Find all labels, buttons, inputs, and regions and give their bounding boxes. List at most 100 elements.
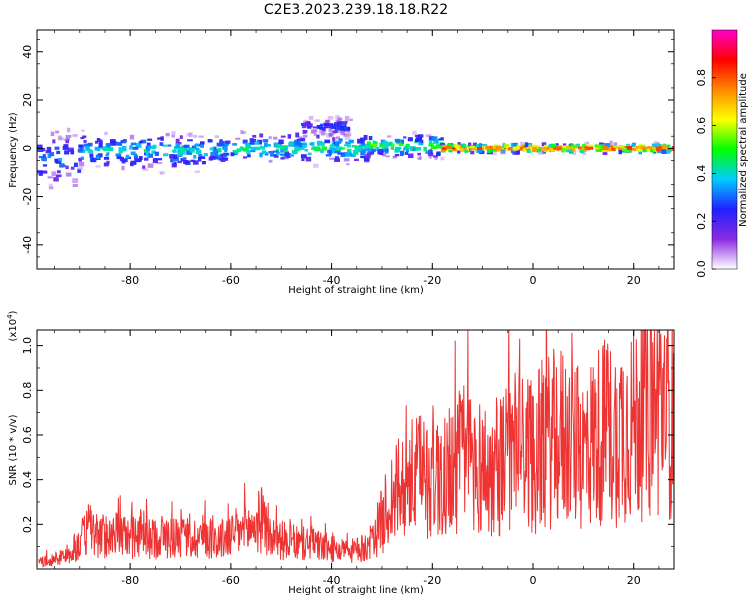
heatmap-cell (152, 144, 157, 149)
heatmap-cell (408, 153, 414, 159)
heatmap-cell (584, 146, 591, 150)
heatmap-cell (513, 148, 519, 151)
snr-panel: -80 -60 -40 -20 0 20 0.2 0.4 0.6 0.8 1.0 Height of… (6, 310, 675, 596)
heatmap-cell (156, 158, 162, 161)
x-tick-label: -40 (323, 574, 341, 587)
heatmap-cell (442, 145, 446, 149)
heatmap-cell (96, 138, 101, 143)
heatmap-cell (284, 156, 289, 160)
heatmap-cell (42, 154, 46, 159)
heatmap-cell (661, 149, 667, 154)
heatmap-cell (147, 138, 153, 141)
heatmap-cell (55, 174, 62, 178)
heatmap-cell (582, 152, 587, 156)
heatmap-cell (346, 144, 352, 148)
heatmap-cell (310, 130, 316, 134)
heatmap-cell (602, 146, 608, 150)
heatmap-cell (375, 147, 380, 151)
heatmap-cell (395, 147, 401, 153)
spectrogram-ticks: -80 -60 -40 -20 0 20 -40 -20 0 20 40 (21, 30, 674, 287)
heatmap-cell (365, 153, 371, 159)
colorbar-tick-label: 0.2 (695, 212, 708, 230)
heatmap-cell (77, 167, 83, 170)
heatmap-cell (279, 146, 286, 150)
heatmap-cell (551, 143, 556, 148)
heatmap-cell (134, 159, 139, 163)
heatmap-cell (80, 156, 84, 160)
heatmap-cell (351, 153, 356, 157)
heatmap-cell (96, 155, 100, 160)
heatmap-cell (346, 127, 351, 130)
heatmap-cell (203, 153, 208, 157)
heatmap-cell (154, 151, 159, 156)
heatmap-cell (371, 143, 375, 147)
heatmap-cell (99, 141, 103, 146)
heatmap-cell (244, 142, 249, 146)
heatmap-cell (246, 150, 251, 155)
heatmap-cell (147, 153, 154, 158)
heatmap-cell (642, 149, 646, 153)
heatmap-cell (344, 135, 351, 140)
heatmap-cell (47, 153, 52, 159)
heatmap-cell (72, 134, 78, 137)
heatmap-cell (416, 137, 422, 142)
heatmap-cell (103, 162, 109, 167)
heatmap-cell (38, 155, 44, 159)
heatmap-cell (302, 129, 307, 134)
heatmap-cell (360, 156, 366, 159)
heatmap-cell (336, 140, 341, 143)
heatmap-cell (596, 149, 602, 152)
colorbar-label: Normalized spectral amplitude (738, 73, 749, 227)
heatmap-cell (372, 142, 378, 146)
heatmap-cell (38, 171, 43, 176)
heatmap-cell (289, 141, 294, 146)
heatmap-cell (172, 149, 177, 153)
y-tick-label: 1.0 (21, 337, 34, 355)
heatmap-cell (405, 143, 410, 147)
heatmap-cell (478, 143, 482, 147)
heatmap-cell (334, 158, 340, 162)
heatmap-cell (55, 159, 62, 164)
heatmap-cell (51, 171, 57, 177)
heatmap-cell (157, 137, 164, 140)
heatmap-cell (451, 147, 457, 150)
heatmap-cell (344, 116, 350, 121)
heatmap-cell (452, 147, 458, 151)
heatmap-cell (491, 149, 497, 152)
heatmap-cell (403, 136, 407, 139)
heatmap-cell (327, 116, 334, 120)
heatmap-cell (561, 146, 566, 149)
heatmap-cell (305, 156, 312, 162)
heatmap-cell (82, 135, 87, 138)
heatmap-cell (273, 136, 278, 140)
heatmap-cell (343, 158, 350, 162)
heatmap-cell (500, 151, 505, 155)
heatmap-cell (187, 139, 193, 142)
heatmap-cell (130, 151, 136, 155)
heatmap-cell (107, 147, 112, 151)
heatmap-cell (649, 146, 656, 149)
x-tick-label: 20 (627, 574, 641, 587)
heatmap-cell (105, 143, 111, 147)
colorbar: 0.0 0.2 0.4 0.6 0.8 Normalized spectral ampl… (695, 29, 749, 278)
heatmap-cell (199, 156, 206, 159)
heatmap-cell (54, 146, 60, 150)
heatmap-cell (146, 142, 151, 146)
heatmap-cell (183, 160, 188, 164)
heatmap-cell (611, 146, 616, 152)
heatmap-cell (384, 144, 389, 149)
heatmap-cell (385, 155, 390, 158)
heatmap-cell (541, 147, 548, 152)
heatmap-cell (621, 150, 626, 153)
heatmap-cell (602, 150, 608, 155)
heatmap-cell (152, 158, 158, 164)
heatmap-cell (387, 135, 392, 138)
heatmap-cell (666, 144, 671, 147)
heatmap-cell (56, 150, 61, 155)
heatmap-cell (316, 125, 323, 129)
heatmap-cell (65, 137, 70, 141)
heatmap-cell (214, 135, 220, 138)
heatmap-cell (390, 143, 395, 147)
heatmap-cell (194, 144, 198, 147)
heatmap-cell (170, 158, 174, 163)
